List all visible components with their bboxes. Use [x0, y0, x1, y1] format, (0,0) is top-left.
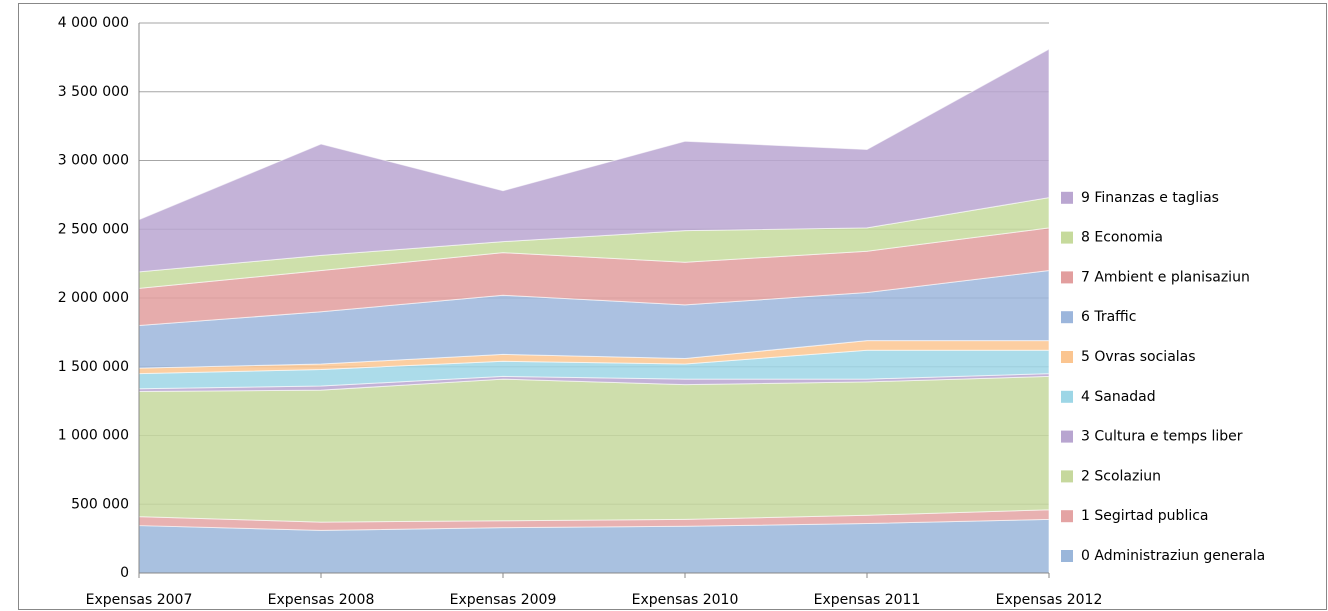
- x-tick-label: Expensas 2010: [632, 592, 739, 608]
- legend-swatch: [1061, 231, 1073, 244]
- legend-swatch: [1061, 191, 1073, 204]
- legend-label: 3 Cultura e temps liber: [1081, 429, 1243, 445]
- y-tick-label: 4 000 000: [58, 15, 129, 31]
- legend-swatch: [1061, 430, 1073, 443]
- legend-label: 0 Administraziun generala: [1081, 548, 1265, 564]
- y-tick-label: 3 500 000: [58, 84, 129, 100]
- legend-label: 8 Economia: [1081, 230, 1163, 246]
- legend-swatch: [1061, 271, 1073, 284]
- area: [138, 48, 1050, 273]
- legend-swatch: [1061, 470, 1073, 483]
- y-tick-label: 500 000: [71, 496, 129, 512]
- x-tick-label: Expensas 2007: [86, 592, 193, 608]
- legend-label: 6 Traffic: [1081, 309, 1136, 325]
- y-tick-label: 1 500 000: [58, 359, 129, 375]
- legend-label: 9 Finanzas e taglias: [1081, 190, 1219, 206]
- x-tick-label: Expensas 2011: [814, 592, 921, 608]
- x-tick-label: Expensas 2012: [996, 592, 1103, 608]
- y-tick-label: 1 000 000: [58, 428, 129, 444]
- area: [138, 375, 1050, 523]
- legend-swatch: [1061, 311, 1073, 324]
- legend-label: 4 Sanadad: [1081, 389, 1156, 405]
- legend-label: 1 Segirtad publica: [1081, 508, 1209, 524]
- legend-label: 5 Ovras socialas: [1081, 349, 1196, 365]
- y-tick-label: 3 000 000: [58, 153, 129, 169]
- legend-label: 2 Scolaziun: [1081, 468, 1161, 484]
- y-tick-label: 2 000 000: [58, 290, 129, 306]
- y-tick-label: 0: [120, 565, 129, 581]
- legend-swatch: [1061, 351, 1073, 363]
- x-tick-label: Expensas 2009: [450, 592, 557, 608]
- y-tick-label: 2 500 000: [58, 221, 129, 237]
- legend-swatch: [1061, 510, 1073, 523]
- legend-swatch: [1061, 550, 1073, 562]
- x-tick-label: Expensas 2008: [268, 592, 375, 608]
- legend-swatch: [1061, 390, 1073, 403]
- legend-label: 7 Ambient e planisaziun: [1081, 269, 1250, 285]
